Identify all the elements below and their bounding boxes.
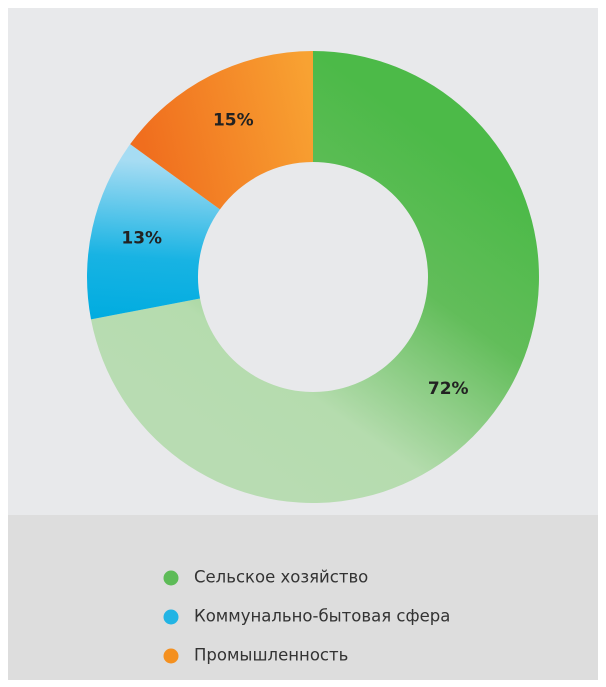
legend-label: Промышленность [194,646,348,665]
slice [91,51,539,503]
legend-marker [163,609,179,625]
slice [87,144,220,320]
legend-label: Коммунально-бытовая сфера [194,607,450,626]
legend-label: Сельское хозяйство [194,568,368,587]
value-label: 72% [428,379,469,399]
legend-marker [163,648,179,664]
value-label: 13% [121,229,162,249]
legend-panel [8,515,598,680]
value-label: 15% [213,111,254,131]
slice [130,51,313,210]
legend-marker [163,570,179,586]
